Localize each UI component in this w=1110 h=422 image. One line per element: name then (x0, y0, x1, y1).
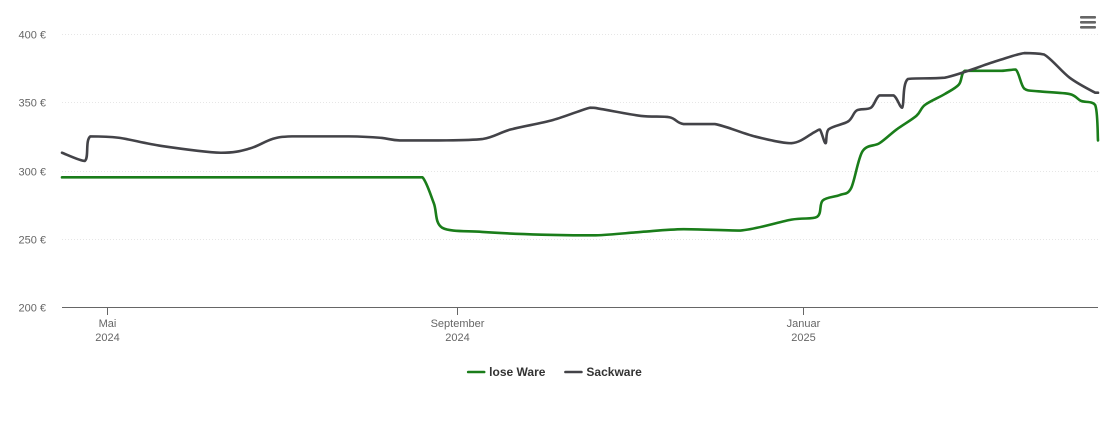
x-tick-label-line: 2024 (445, 332, 469, 344)
x-tick-label-line: Januar (787, 318, 821, 330)
y-axis: 400 € 350 € 300 € 250 € 200 € (18, 30, 46, 315)
x-axis: Mai 2024 September 2024 Januar 2025 (62, 307, 1098, 344)
legend-label[interactable]: Sackware (586, 365, 642, 379)
legend-item-sackware[interactable]: Sackware (564, 365, 642, 379)
x-tick-label-line: 2025 (791, 332, 815, 344)
y-tick-label: 300 € (18, 167, 46, 179)
x-tick-label-line: September (431, 318, 485, 330)
y-tick-label: 250 € (18, 235, 46, 247)
y-tick-label: 200 € (18, 303, 46, 315)
x-tick-label: Mai 2024 (95, 318, 119, 344)
series-line-lose-ware[interactable] (60, 68, 1100, 237)
series-line-sackware[interactable] (60, 51, 1100, 163)
chart-menu-button[interactable] (1076, 10, 1100, 32)
x-tick-label-line: 2024 (95, 332, 119, 344)
y-tick-label: 350 € (18, 98, 46, 110)
legend-item-lose-ware[interactable]: lose Ware (466, 365, 546, 379)
series-layer (60, 51, 1100, 237)
hamburger-menu-icon[interactable] (1080, 16, 1096, 29)
legend[interactable]: lose Ware Sackware (466, 365, 642, 379)
legend-label[interactable]: lose Ware (489, 365, 546, 379)
x-tick-label: Januar 2025 (787, 318, 821, 344)
y-tick-label: 400 € (18, 30, 46, 42)
x-tick-label-line: Mai (99, 318, 117, 330)
x-tick-label: September 2024 (431, 318, 485, 344)
grid-lines (62, 34, 1098, 240)
